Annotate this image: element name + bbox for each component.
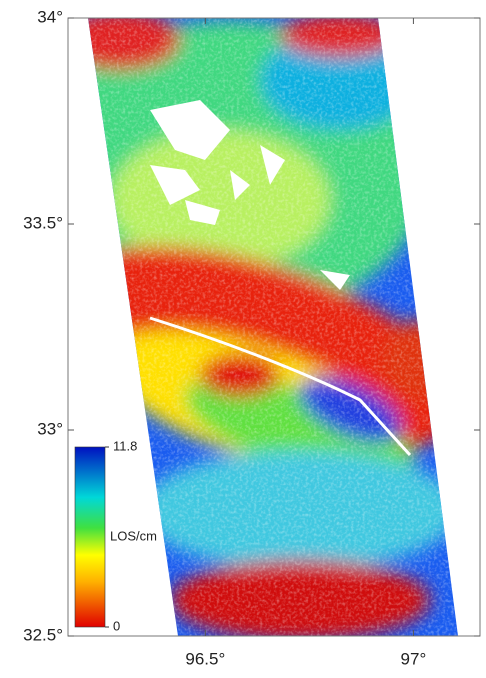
y-tick-label: 33.5° <box>23 213 63 232</box>
y-tick-label: 33° <box>37 419 63 438</box>
y-tick-label: 34° <box>37 7 63 26</box>
colorbar-scale <box>75 447 105 627</box>
colorbar-tick-label: 11.8 <box>113 438 137 453</box>
x-tick-label: 96.5° <box>185 649 225 668</box>
colorbar-tick-label: 0 <box>113 618 120 633</box>
colorbar-label: LOS/cm <box>110 528 157 543</box>
x-tick-label: 97° <box>401 649 427 668</box>
y-tick-label: 32.5° <box>23 625 63 644</box>
page: {"map": { "xlim": [96.17, 97.16], "ylim"… <box>0 0 486 678</box>
map-figure: 34° 33.5° 33° 32.5° 96.5° 97° LOS/cm 0 11.8 <box>0 0 486 678</box>
colorbar: LOS/cm 0 11.8 <box>75 438 157 633</box>
